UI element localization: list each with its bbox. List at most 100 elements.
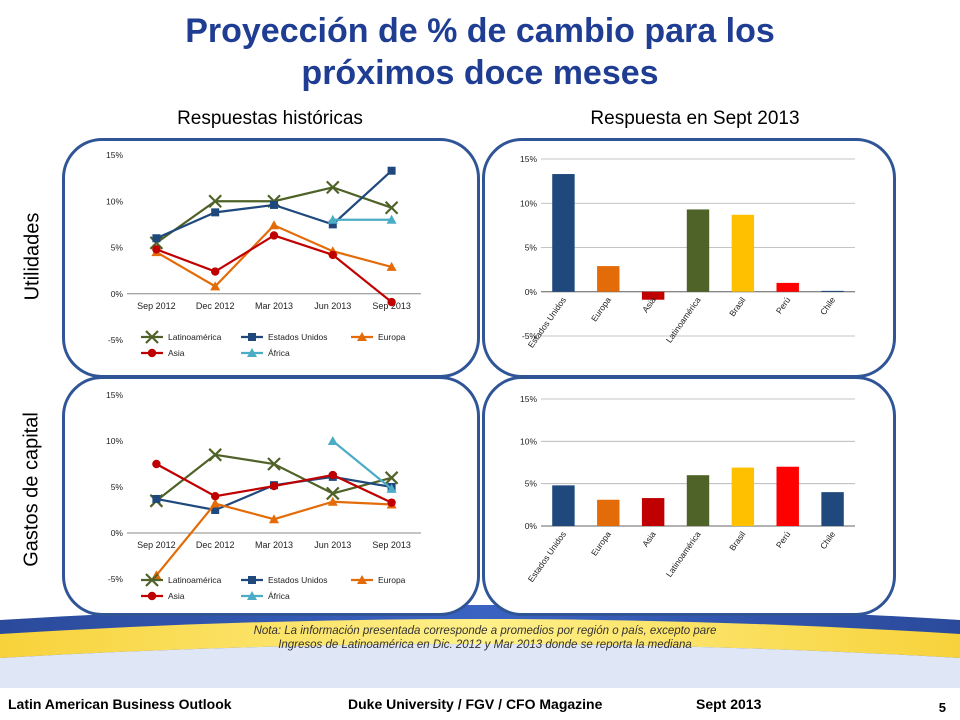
y-tick-label: -5% — [108, 335, 124, 345]
y-tick-label: 0% — [525, 287, 538, 297]
data-point-estados-unidos — [211, 208, 220, 217]
data-point-asia — [328, 470, 337, 480]
y-tick-label: 15% — [520, 154, 537, 164]
bar-asia — [641, 291, 665, 300]
chart-gastos-sept-2013: 0% 5% 10% 15% Estados Unidos Europa Asia Latino… — [520, 394, 855, 584]
data-point-africa — [386, 214, 397, 224]
legend-marker-europa — [357, 332, 367, 341]
x-tick-label: Estados Unidos — [526, 295, 568, 350]
bar-chile — [821, 492, 844, 526]
y-tick-label: 10% — [106, 196, 123, 206]
y-tick-label: 5% — [111, 243, 124, 253]
x-tick-label: Asia — [640, 529, 658, 549]
legend-marker-asia — [147, 348, 157, 358]
row-header-gastos-capital: Gastos de capital — [20, 412, 43, 567]
legend-label-asia: Asia — [168, 591, 185, 601]
legend-marker-latinoamerica — [145, 330, 159, 344]
x-tick-label: Dec 2012 — [196, 540, 235, 550]
y-tick-label: 0% — [525, 521, 538, 531]
column-header-historical: Respuestas históricas — [177, 108, 363, 129]
legend-marker-asia — [147, 591, 157, 601]
y-tick-label: 10% — [106, 436, 123, 446]
legend-marker-europa — [357, 575, 367, 584]
x-tick-label: Mar 2013 — [255, 540, 293, 550]
x-tick-label: Chile — [818, 529, 837, 551]
data-point-asia — [152, 459, 161, 469]
legend-marker-africa — [247, 591, 257, 600]
footnote: Nota: La información presentada correspo… — [253, 625, 717, 651]
series-line-asia — [156, 234, 393, 303]
y-tick-label: 10% — [520, 198, 537, 208]
bar-peru — [776, 282, 799, 292]
data-point-latinoamerica — [208, 194, 222, 209]
data-point-europa — [210, 498, 221, 508]
data-point-estados-unidos — [211, 506, 220, 514]
data-point-africa — [327, 436, 338, 445]
title-line-1: Proyección de % de cambio para los — [185, 12, 775, 50]
x-tick-label: Latinoamérica — [664, 529, 703, 579]
y-tick-label: 15% — [106, 150, 123, 160]
x-tick-label: Europa — [589, 529, 613, 557]
bar-peru — [776, 466, 799, 526]
legend-label-asia: Asia — [168, 348, 185, 358]
panel-gastos-historical: -5% 0% 5% 10% 15% Sep 2012 Dec 2012 Mar 2013 Jun… — [62, 376, 480, 616]
bar-brasil — [731, 467, 755, 526]
data-point-asia — [269, 481, 279, 491]
legend-marker-estados-unidos — [248, 576, 256, 584]
data-point-latinoamerica — [384, 471, 399, 485]
x-tick-label: Perú — [774, 529, 793, 550]
legend-label-estados-unidos: Estados Unidos — [268, 575, 328, 585]
data-point-asia — [211, 267, 220, 276]
bar-chile — [821, 290, 844, 292]
data-point-europa — [327, 496, 338, 506]
data-point-europa — [386, 261, 397, 271]
x-tick-label: Brasil — [727, 295, 747, 318]
series-line-europa — [155, 500, 392, 577]
x-tick-label: Dec 2012 — [196, 301, 235, 311]
data-point-africa — [327, 214, 338, 224]
chart-gastos-historical: -5% 0% 5% 10% 15% Sep 2012 Dec 2012 Mar 2013 Jun… — [106, 390, 421, 601]
legend-label-europa: Europa — [378, 575, 406, 585]
y-tick-label: 5% — [525, 243, 538, 253]
bottom-decoration-band — [0, 605, 960, 720]
data-point-estados-unidos — [387, 166, 396, 175]
data-point-latinoamerica — [208, 448, 222, 462]
panel-gastos-sept-2013: 0% 5% 10% 15% Estados Unidos Europa Asia Latino… — [482, 376, 896, 616]
column-header-sept-2013: Respuesta en Sept 2013 — [590, 108, 800, 129]
y-tick-label: 5% — [525, 479, 538, 489]
data-point-europa — [269, 220, 279, 230]
panel-utilidades-sept-2013: -5% 0% 5% 10% 15% Estados Unidos Europa Asia Lat… — [482, 138, 896, 378]
chart-utilidades-historical: -5% 0% 5% 10% 15% Sep 2012 Dec 2012 Mar 2013 Jun… — [106, 150, 421, 358]
data-point-latinoamerica — [384, 200, 399, 215]
y-tick-label: 15% — [106, 390, 123, 400]
x-tick-label: Jun 2013 — [314, 301, 351, 311]
y-tick-label: 15% — [520, 394, 537, 404]
x-tick-label: Sep 2013 — [372, 540, 411, 550]
data-point-estados-unidos — [152, 494, 161, 503]
legend-label-europa: Europa — [378, 332, 406, 342]
footer-date: Sept 2013 — [696, 696, 762, 712]
y-tick-label: 0% — [111, 528, 124, 538]
bar-europa — [597, 499, 620, 526]
data-point-latinoamerica — [326, 180, 340, 195]
title-line-2: próximos doce meses — [301, 54, 659, 92]
legend-label-latinoamerica: Latinoamérica — [168, 575, 222, 585]
legend-label-estados-unidos: Estados Unidos — [268, 332, 328, 342]
y-tick-label: 5% — [111, 482, 124, 492]
x-tick-label: Jun 2013 — [314, 540, 351, 550]
legend-marker-latinoamerica — [145, 573, 159, 587]
bar-latinoamerica — [686, 475, 710, 526]
y-tick-label: 0% — [111, 289, 124, 299]
data-point-latinoamerica — [267, 457, 281, 471]
x-tick-label: Latinoamérica — [664, 295, 703, 345]
x-tick-label: Sep 2012 — [137, 301, 176, 311]
bar-estados-unidos — [552, 174, 575, 292]
bar-estados-unidos — [552, 485, 575, 526]
data-point-asia — [152, 245, 161, 254]
data-point-estados-unidos — [270, 200, 278, 209]
x-tick-label: Brasil — [727, 529, 747, 552]
bar-europa — [597, 266, 620, 292]
series-line-africa — [332, 440, 393, 490]
row-header-utilidades: Utilidades — [21, 212, 44, 301]
page-number: 5 — [938, 700, 946, 715]
